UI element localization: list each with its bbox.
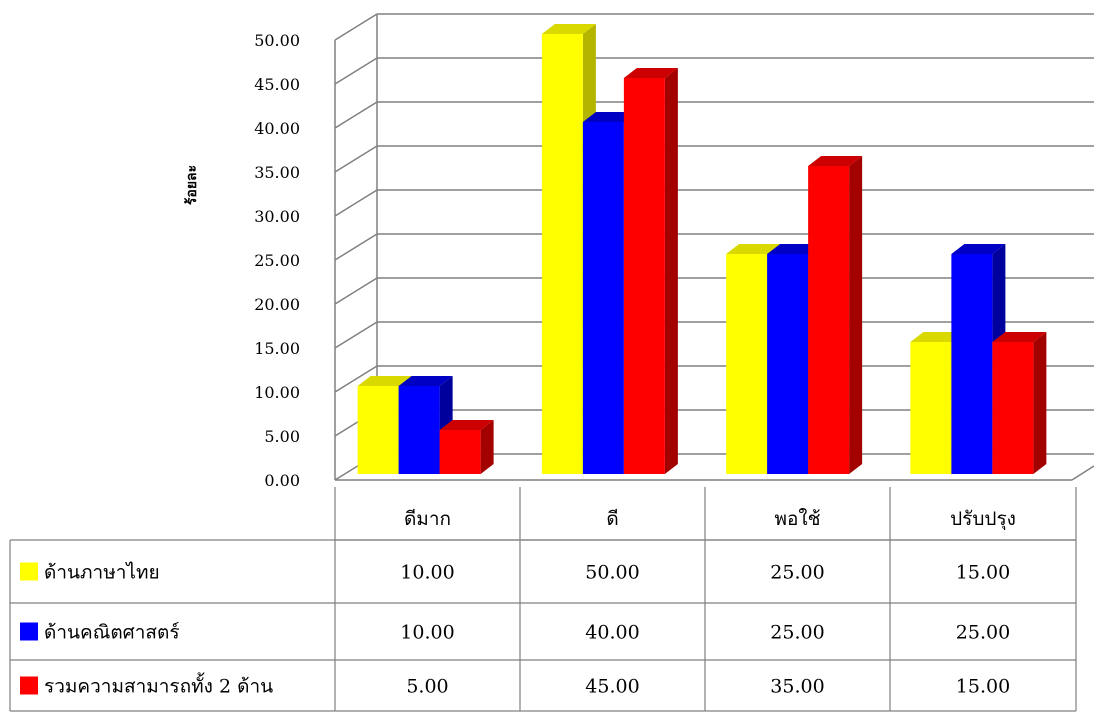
y-axis-label: ร้อยละ [184,165,200,205]
bar-top [439,420,494,430]
gridline-depth [334,365,378,393]
data-label: 10.00 [400,622,454,644]
gridline-depth [334,233,378,261]
bar-top [808,156,863,166]
data-label: 50.00 [585,562,639,584]
y-tick-label: 15.00 [254,339,300,358]
bar-top [623,68,678,78]
bar [767,254,809,474]
x-tick-label: ปรับปรุง [950,508,1016,531]
bar-top [726,244,781,254]
data-label: 10.00 [400,562,454,584]
x-tick-label: ดีมาก [404,508,451,530]
y-tick-label: 30.00 [254,207,300,226]
gridline-depth [334,145,378,173]
bar-side [849,156,863,474]
bar-side [1033,332,1047,474]
legend-swatch [20,562,38,581]
data-label: 5.00 [406,676,448,698]
y-tick-label: 0.00 [264,471,300,490]
data-label: 15.00 [956,562,1010,584]
y-tick-label: 20.00 [254,295,300,314]
bar [398,386,440,474]
gridline-depth [334,277,378,305]
bar [623,78,665,474]
legend-label: ด้านคณิตศาสตร์ [44,622,180,644]
gridline-depth [334,13,378,41]
bar-series [357,24,1047,474]
legend-swatch [20,622,38,641]
legend-label: ด้านภาษาไทย [44,562,160,584]
legend-swatch [20,676,38,695]
gridline-depth [334,101,378,129]
data-label: 45.00 [585,676,639,698]
floor-edge [1071,465,1094,481]
x-tick-label: ดี [606,508,618,530]
bar [582,122,624,474]
data-label: 35.00 [770,676,824,698]
y-tick-label: 35.00 [254,163,300,182]
bar-top [582,112,637,122]
y-tick-label: 40.00 [254,119,300,138]
y-tick-label: 45.00 [254,75,300,94]
bar-top [992,332,1047,342]
bar-top [398,376,453,386]
bar [910,342,952,474]
bar [951,254,993,474]
data-label: 25.00 [956,622,1010,644]
bar-side [664,68,678,474]
bar-top [357,376,412,386]
y-axis-ticks: 0.00 5.00 10.00 15.00 20.00 25.00 30.00 35.00 40… [254,31,300,490]
bar-side [480,420,494,474]
data-label: 40.00 [585,622,639,644]
gridline-depth [334,189,378,217]
bar [992,342,1034,474]
data-label: 25.00 [770,562,824,584]
x-tick-label: พอใช้ [774,508,820,530]
gridline-depth [334,321,378,349]
data-label: 25.00 [770,622,824,644]
data-label: 15.00 [956,676,1010,698]
bar [808,166,850,474]
bar [726,254,768,474]
bar-top [541,24,596,34]
bar-top [910,332,965,342]
bar [357,386,399,474]
data-table: ดีมาก ดี พอใช้ ปรับปรุงด้านภาษาไทย 10.00 50.0… [9,487,1077,712]
bar-top [951,244,1006,254]
y-tick-label: 50.00 [254,31,300,50]
bar [541,34,583,474]
chart-grid [334,13,1094,481]
bar [439,430,481,474]
y-tick-label: 5.00 [264,427,300,446]
y-tick-label: 25.00 [254,251,300,270]
y-tick-label: 10.00 [254,383,300,402]
gridline-depth [334,57,378,85]
legend-label: รวมความสามารถทั้ง 2 ด้าน [44,673,273,698]
bar-top [767,244,822,254]
